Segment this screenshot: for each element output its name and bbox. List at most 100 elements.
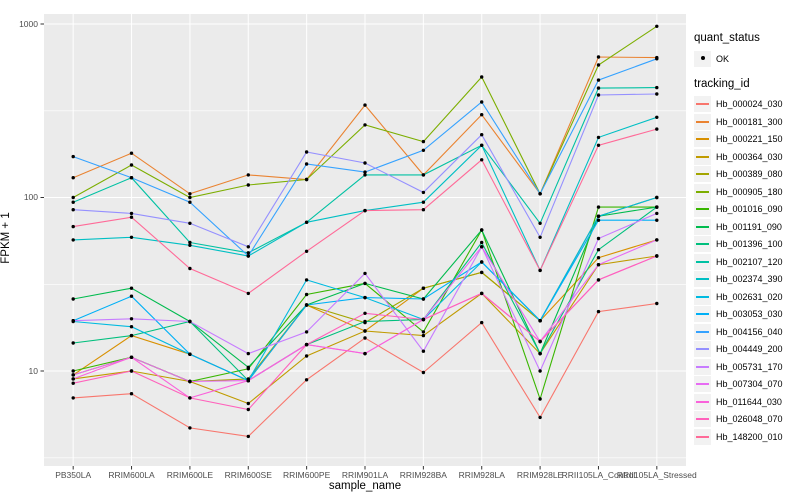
data-point: [538, 192, 542, 196]
legend-item-Hb_000221_150[interactable]: Hb_000221_150: [694, 131, 800, 149]
x-tick-label: RRIM600SE: [224, 470, 272, 480]
series-key-swatch: [694, 288, 711, 305]
data-point: [480, 143, 484, 147]
data-point: [71, 381, 75, 385]
data-point: [596, 63, 601, 67]
data-point: [363, 208, 367, 213]
data-point: [129, 151, 134, 155]
legend-item-label: Hb_004449_200: [716, 344, 783, 355]
line-icon: [696, 435, 709, 438]
legend-item-label: Hb_002631_020: [716, 291, 783, 302]
data-point: [304, 162, 309, 166]
data-point: [71, 238, 75, 242]
legend-item-Hb_001396_100[interactable]: Hb_001396_100: [694, 236, 800, 254]
legend-item-label: OK: [716, 53, 730, 64]
series-key-swatch: [694, 201, 711, 218]
data-point: [188, 243, 192, 247]
series-key-swatch: [694, 393, 711, 410]
line-icon: [696, 208, 709, 211]
data-point: [421, 208, 426, 212]
data-point: [188, 379, 192, 384]
line-icon: [696, 260, 709, 263]
legend-item-Hb_004156_040[interactable]: Hb_004156_040: [694, 323, 800, 341]
data-point: [596, 93, 601, 97]
legend-item-quant-ok[interactable]: OK: [694, 50, 800, 68]
legend-item-Hb_000389_080[interactable]: Hb_000389_080: [694, 166, 800, 184]
data-point: [538, 351, 542, 356]
data-point: [655, 238, 659, 242]
data-point: [421, 200, 426, 204]
data-point: [596, 55, 601, 59]
data-point: [596, 256, 601, 260]
data-point: [421, 370, 426, 375]
data-point: [596, 236, 601, 241]
data-point: [655, 301, 659, 306]
data-point: [538, 319, 542, 323]
line-icon: [696, 418, 709, 421]
legend-item-Hb_026048_070[interactable]: Hb_026048_070: [694, 411, 800, 429]
legend-item-Hb_011644_030[interactable]: Hb_011644_030: [694, 393, 800, 411]
legend-item-label: Hb_011644_030: [716, 396, 782, 407]
data-point: [246, 251, 250, 255]
data-point: [188, 266, 192, 271]
legend-item-Hb_148200_010[interactable]: Hb_148200_010: [694, 428, 800, 446]
data-point: [246, 434, 250, 439]
legend-item-Hb_001016_090[interactable]: Hb_001016_090: [694, 201, 800, 219]
series-key-swatch: [694, 341, 711, 358]
legend-gap: [694, 68, 800, 78]
data-point: [538, 235, 542, 239]
legend-item-Hb_002631_020[interactable]: Hb_002631_020: [694, 288, 800, 306]
legend-item-Hb_005731_170[interactable]: Hb_005731_170: [694, 358, 800, 376]
data-point: [538, 369, 542, 373]
data-point: [421, 286, 426, 290]
legend-item-Hb_007304_070[interactable]: Hb_007304_070: [694, 376, 800, 394]
legend-item-Hb_002374_390[interactable]: Hb_002374_390: [694, 271, 800, 289]
data-point: [596, 218, 601, 222]
data-point: [421, 297, 426, 301]
x-tick-label: RRIM928BA: [399, 470, 447, 480]
data-point: [421, 317, 426, 322]
legend-item-label: Hb_003053_030: [716, 309, 783, 320]
data-point: [129, 163, 134, 167]
line-icon: [696, 278, 709, 281]
data-point: [246, 291, 250, 296]
data-point: [655, 195, 659, 200]
legend-title-quant-status: quant_status: [694, 32, 760, 44]
data-point: [480, 270, 484, 275]
legend-item-label: Hb_002374_390: [716, 274, 783, 285]
legend-item-Hb_004449_200[interactable]: Hb_004449_200: [694, 341, 800, 359]
legend-item-Hb_000181_300[interactable]: Hb_000181_300: [694, 113, 800, 131]
data-point: [71, 341, 75, 345]
data-point: [480, 320, 484, 325]
data-point: [655, 57, 659, 61]
data-point: [304, 303, 309, 307]
data-point: [421, 349, 426, 353]
data-point: [421, 173, 426, 177]
line-icon: [696, 225, 709, 228]
legend-item-Hb_000905_180[interactable]: Hb_000905_180: [694, 183, 800, 201]
line-icon: [696, 400, 709, 403]
data-point: [71, 195, 75, 200]
data-point: [655, 218, 659, 222]
line-icon: [696, 138, 709, 141]
data-point: [538, 397, 542, 401]
legend-item-Hb_000024_030[interactable]: Hb_000024_030: [694, 96, 800, 114]
data-point: [246, 351, 250, 356]
legend-title-tracking-id: tracking_id: [694, 77, 750, 90]
data-point: [129, 176, 134, 180]
data-point: [246, 173, 250, 177]
legend-item-Hb_001191_090[interactable]: Hb_001191_090: [694, 218, 800, 236]
legend-item-Hb_003053_030[interactable]: Hb_003053_030: [694, 306, 800, 324]
data-point: [655, 205, 659, 209]
legend-item-Hb_000364_030[interactable]: Hb_000364_030: [694, 148, 800, 166]
data-point: [363, 336, 367, 340]
data-point: [596, 248, 601, 252]
x-tick-label: RRIM600LA: [108, 470, 155, 480]
legend-item-label: Hb_005731_170: [716, 361, 783, 372]
series-key-swatch: [694, 306, 711, 323]
legend-item-Hb_002107_120[interactable]: Hb_002107_120: [694, 253, 800, 271]
data-point: [71, 208, 75, 212]
data-point: [596, 263, 601, 267]
data-point: [304, 150, 309, 154]
